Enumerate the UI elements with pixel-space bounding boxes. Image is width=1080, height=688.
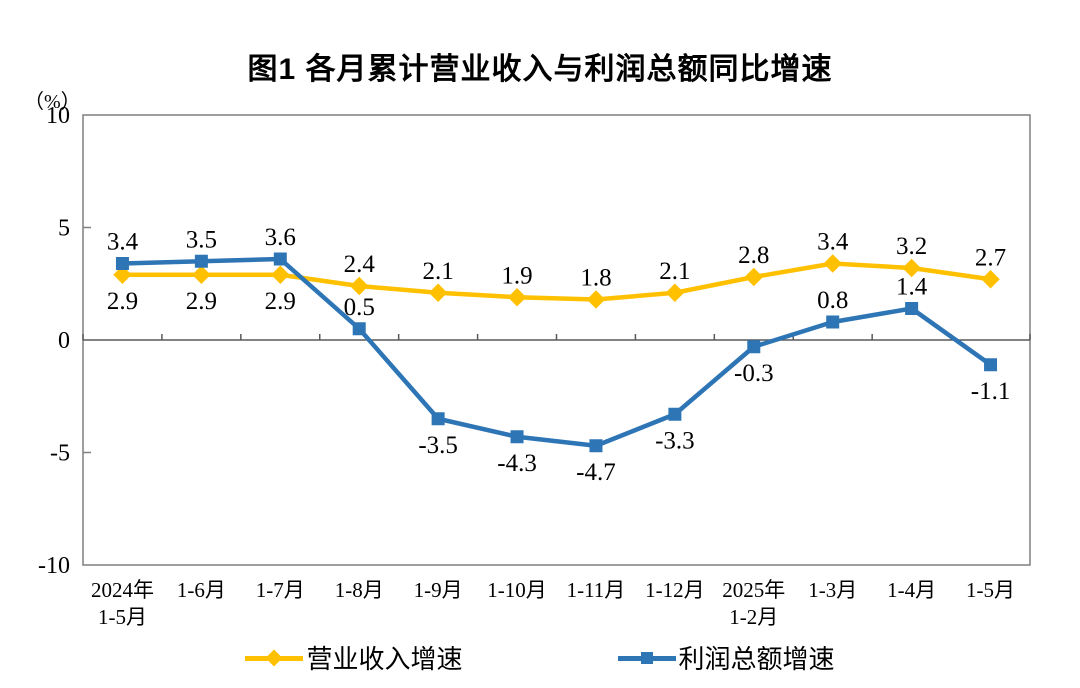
data-label: 2.1 [423,258,454,285]
legend-item-revenue: 营业收入增速 [245,639,463,676]
x-tick-label: 1-11月 [567,578,626,602]
diamond-marker-icon [192,265,211,284]
y-tick-label: 0 [58,328,70,354]
legend-label-profit: 利润总额增速 [678,645,835,674]
y-tick-label: 5 [58,216,70,242]
data-label: 2.8 [738,242,769,269]
legend: 营业收入增速 利润总额增速 [0,639,1080,676]
data-label: 0.5 [344,294,375,321]
data-label: 3.4 [107,229,139,256]
square-marker-icon [273,252,287,266]
square-marker-icon [194,254,208,268]
square-marker-icon [826,315,840,329]
diamond-marker-icon [113,265,132,284]
diamond-marker-icon [744,267,763,287]
diamond-marker-icon [981,270,1000,289]
diamond-marker-icon [586,290,606,309]
diamond-marker-icon [428,283,448,302]
data-label: 2.9 [107,288,138,315]
square-marker-icon [984,358,998,372]
square-marker-icon [589,439,603,453]
data-label: 1.8 [580,265,611,292]
diamond-marker-icon [265,649,283,666]
x-tick-label: 1-7月 [256,578,305,602]
x-tick-label: 1-10月 [487,578,547,602]
data-label: -4.7 [576,459,616,486]
x-tick-label: 2025年 1-2月 [722,578,785,629]
legend-label-revenue: 营业收入增速 [306,645,463,674]
series-line [122,261,991,302]
data-label: -3.5 [418,432,458,459]
y-tick-label: -10 [38,553,70,579]
diamond-marker-icon [823,254,842,273]
series-line [122,256,992,448]
data-label: 1.9 [501,262,532,289]
diamond-marker-icon [902,258,921,278]
x-tick-label: 1-9月 [414,578,463,602]
profit-series-swatch [617,645,676,671]
data-label: 0.8 [817,287,848,314]
data-label: 2.9 [265,288,296,315]
diamond-marker-icon [271,265,290,284]
x-tick-label: 2024年 1-5月 [91,578,154,629]
diamond-marker-icon [350,276,369,296]
square-marker-icon [640,651,653,664]
x-tick-label: 1-6月 [177,578,226,602]
data-label: 3.6 [265,224,296,251]
x-tick-label: 1-4月 [887,578,936,602]
data-label: 3.4 [817,229,849,256]
square-marker-icon [352,322,366,336]
y-tick-label: -5 [50,441,70,467]
square-marker-icon [115,257,129,270]
chart-title: 图1 各月累计营业收入与利润总额同比增速 [247,53,833,86]
data-label: 1.4 [896,274,928,301]
data-label: 2.7 [975,244,1006,271]
data-label: 3.5 [186,226,217,253]
square-marker-icon [510,430,524,444]
data-label: -1.1 [971,378,1011,405]
data-label: -3.3 [655,427,695,454]
data-label: 2.1 [659,258,690,285]
x-tick-label: 1-8月 [335,578,384,602]
square-marker-icon [668,407,682,421]
square-marker-icon [905,302,919,315]
legend-item-profit: 利润总额增速 [617,639,835,676]
x-tick-label: 1-12月 [645,578,705,602]
data-label: 3.2 [896,233,927,260]
x-tick-label: 1-3月 [808,578,857,602]
y-tick-label: 10 [46,103,70,129]
data-label: -0.3 [734,360,774,387]
diamond-marker-icon [507,288,527,307]
square-marker-icon [431,412,445,426]
data-label: -4.3 [497,450,537,477]
y-axis-unit-label: （%） [24,91,81,113]
data-label: 2.4 [344,251,376,278]
revenue-series-swatch [245,645,304,671]
square-marker-icon [747,340,761,354]
diamond-marker-icon [665,283,685,302]
data-label: 2.9 [186,288,217,315]
x-tick-label: 1-5月 [966,578,1015,602]
